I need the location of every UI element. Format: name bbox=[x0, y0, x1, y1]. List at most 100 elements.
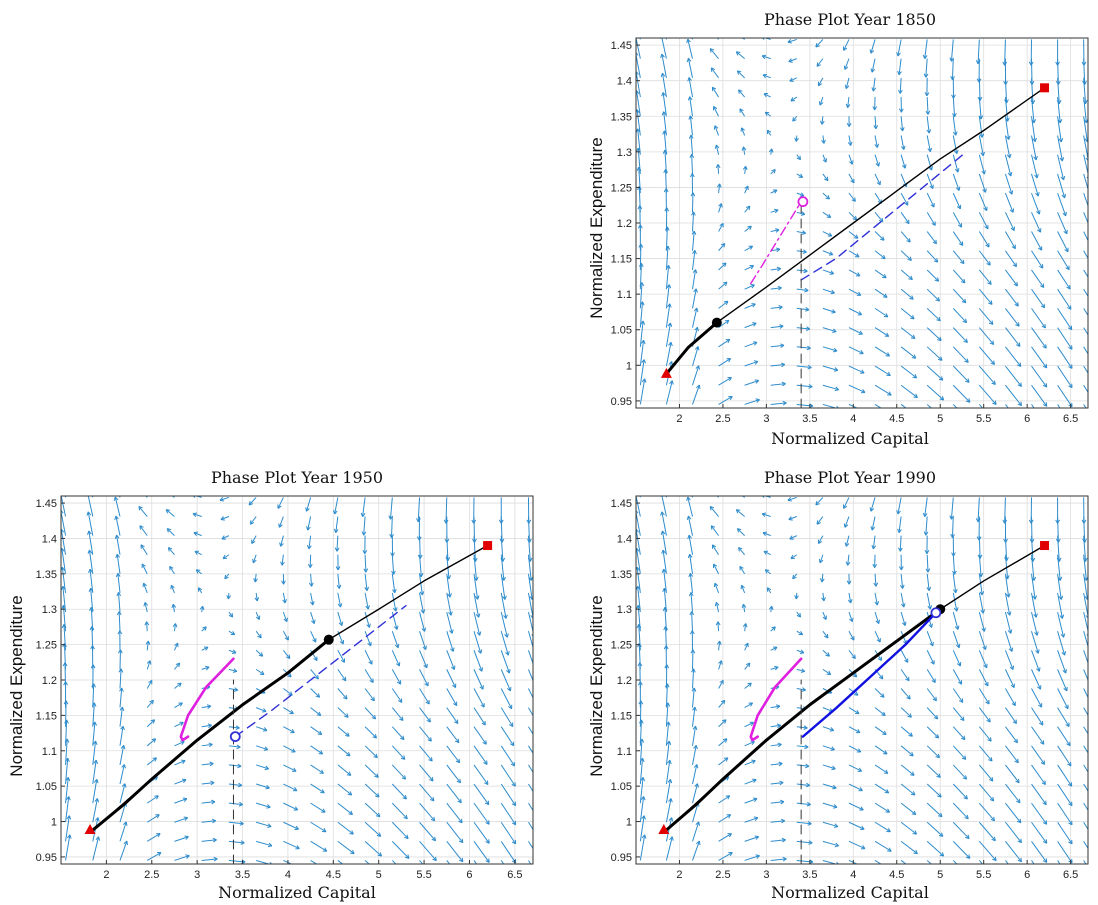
quiver-arrowhead bbox=[334, 547, 338, 552]
quiver-arrowhead bbox=[938, 378, 943, 381]
quiver-arrowhead bbox=[815, 503, 820, 506]
quiver-arrow bbox=[978, 631, 987, 650]
quiver-arrow bbox=[636, 496, 641, 517]
quiver-arrowhead bbox=[121, 764, 125, 768]
quiver-arrowhead bbox=[799, 613, 802, 618]
quiver-arrowhead bbox=[796, 614, 801, 618]
quiver-arrowhead bbox=[662, 607, 666, 612]
quiver-arrowhead bbox=[348, 813, 353, 816]
quiver-arrowhead bbox=[263, 708, 267, 712]
quiver-arrowhead bbox=[451, 666, 455, 670]
quiver-arrowhead bbox=[1094, 881, 1097, 883]
quiver-arrow bbox=[692, 764, 698, 785]
quiver-arrowhead bbox=[854, 197, 856, 202]
quiver-arrow bbox=[770, 306, 783, 309]
marker-group bbox=[658, 541, 1050, 835]
quiver-arrowhead bbox=[805, 307, 810, 311]
quiver-arrowhead bbox=[424, 627, 427, 632]
quiver-arrowhead bbox=[146, 660, 151, 664]
quiver-arrowhead bbox=[506, 670, 510, 674]
quiver-arrowhead bbox=[800, 173, 804, 178]
quiver-arrow bbox=[636, 71, 641, 98]
quiver-arrowhead bbox=[1034, 595, 1037, 600]
quiver-arrowhead bbox=[641, 834, 646, 839]
quiver-arrowhead bbox=[636, 90, 640, 95]
quiver-arrow bbox=[174, 741, 185, 747]
quiver-arrow bbox=[770, 169, 776, 175]
quiver-arrowhead bbox=[908, 278, 913, 281]
quiver-arrow bbox=[822, 269, 834, 275]
quiver-arrowhead bbox=[963, 340, 968, 344]
quiver-arrow bbox=[691, 611, 693, 632]
quiver-arrow bbox=[1004, 231, 1016, 249]
quiver-arrow bbox=[718, 319, 730, 329]
quiver-arrowhead bbox=[507, 651, 510, 656]
quiver-arrowhead bbox=[858, 291, 862, 296]
quiver-arrowhead bbox=[641, 359, 645, 364]
quiver-arrowhead bbox=[60, 491, 63, 494]
quiver-arrowhead bbox=[145, 640, 149, 645]
quiver-arrowhead bbox=[686, 515, 689, 521]
quiver-arrowhead bbox=[808, 840, 813, 844]
quiver-arrow bbox=[822, 327, 837, 333]
quiver-arrow bbox=[256, 840, 273, 847]
quiver-arrowhead bbox=[391, 534, 394, 538]
quiver-arrowhead bbox=[231, 652, 237, 654]
quiver-arrow bbox=[528, 688, 533, 699]
quiver-arrow bbox=[847, 554, 850, 566]
quiver-arrow bbox=[1005, 365, 1022, 387]
quiver-arrowhead bbox=[1006, 611, 1011, 616]
quiver-arrowhead bbox=[985, 645, 987, 650]
quiver-arrow bbox=[146, 795, 159, 804]
quiver-arrow bbox=[1031, 707, 1044, 726]
quiver-arrowhead bbox=[1082, 557, 1086, 562]
quiver-arrowhead bbox=[232, 630, 236, 635]
quiver-arrow bbox=[228, 745, 241, 748]
quiver-arrowhead bbox=[696, 327, 699, 332]
quiver-arrow bbox=[792, 115, 798, 122]
quiver-arrowhead bbox=[922, 54, 926, 59]
quiver-arrowhead bbox=[394, 588, 397, 594]
quiver-arrowhead bbox=[714, 125, 719, 129]
quiver-arrowhead bbox=[309, 601, 314, 606]
quiver-arrowhead bbox=[508, 706, 512, 710]
y-tick-label: 1.25 bbox=[36, 640, 57, 652]
quiver-arrowhead bbox=[202, 626, 207, 629]
quiver-arrowhead bbox=[1018, 778, 1020, 783]
quiver-arrowhead bbox=[254, 578, 258, 583]
quiver-arrow bbox=[174, 702, 183, 709]
quiver-arrow bbox=[65, 815, 70, 842]
quiver-arrowhead bbox=[539, 785, 542, 787]
y-axis-label: Normalized Expenditure bbox=[587, 137, 606, 318]
quiver-arrowhead bbox=[761, 512, 767, 515]
quiver-arrowhead bbox=[126, 840, 128, 846]
quiver-arrowhead bbox=[762, 532, 766, 537]
quiver-arrowhead bbox=[1019, 362, 1022, 367]
quiver-arrow bbox=[770, 705, 780, 709]
quiver-arrow bbox=[661, 73, 667, 98]
quiver-arrowhead bbox=[808, 842, 813, 845]
quiver-arrowhead bbox=[957, 168, 960, 173]
quiver-arrowhead bbox=[693, 307, 698, 312]
quiver-arrowhead bbox=[485, 860, 490, 863]
quiver-arrowhead bbox=[538, 745, 541, 747]
quiver-arrow bbox=[926, 840, 945, 857]
quiver-arrowhead bbox=[504, 595, 507, 600]
quiver-arrowhead bbox=[711, 525, 716, 528]
quiver-arrowhead bbox=[875, 582, 879, 587]
quiver-arrowhead bbox=[1018, 423, 1022, 425]
quiver-arrowhead bbox=[306, 508, 310, 512]
quiver-arrow bbox=[952, 860, 958, 864]
quiver-arrowhead bbox=[925, 110, 929, 115]
quiver-arrow bbox=[713, 563, 720, 575]
quiver-arrowhead bbox=[138, 506, 141, 511]
quiver-arrow bbox=[636, 529, 641, 555]
quiver-arrowhead bbox=[456, 780, 461, 784]
quiver-arrowhead bbox=[281, 561, 285, 566]
quiver-arrow bbox=[796, 726, 808, 729]
quiver-arrow bbox=[763, 93, 771, 98]
quiver-arrowhead bbox=[1037, 229, 1041, 233]
quiver-arrowhead bbox=[335, 566, 339, 571]
quiver-arrowhead bbox=[1036, 631, 1039, 636]
quiver-arrow bbox=[952, 154, 959, 173]
